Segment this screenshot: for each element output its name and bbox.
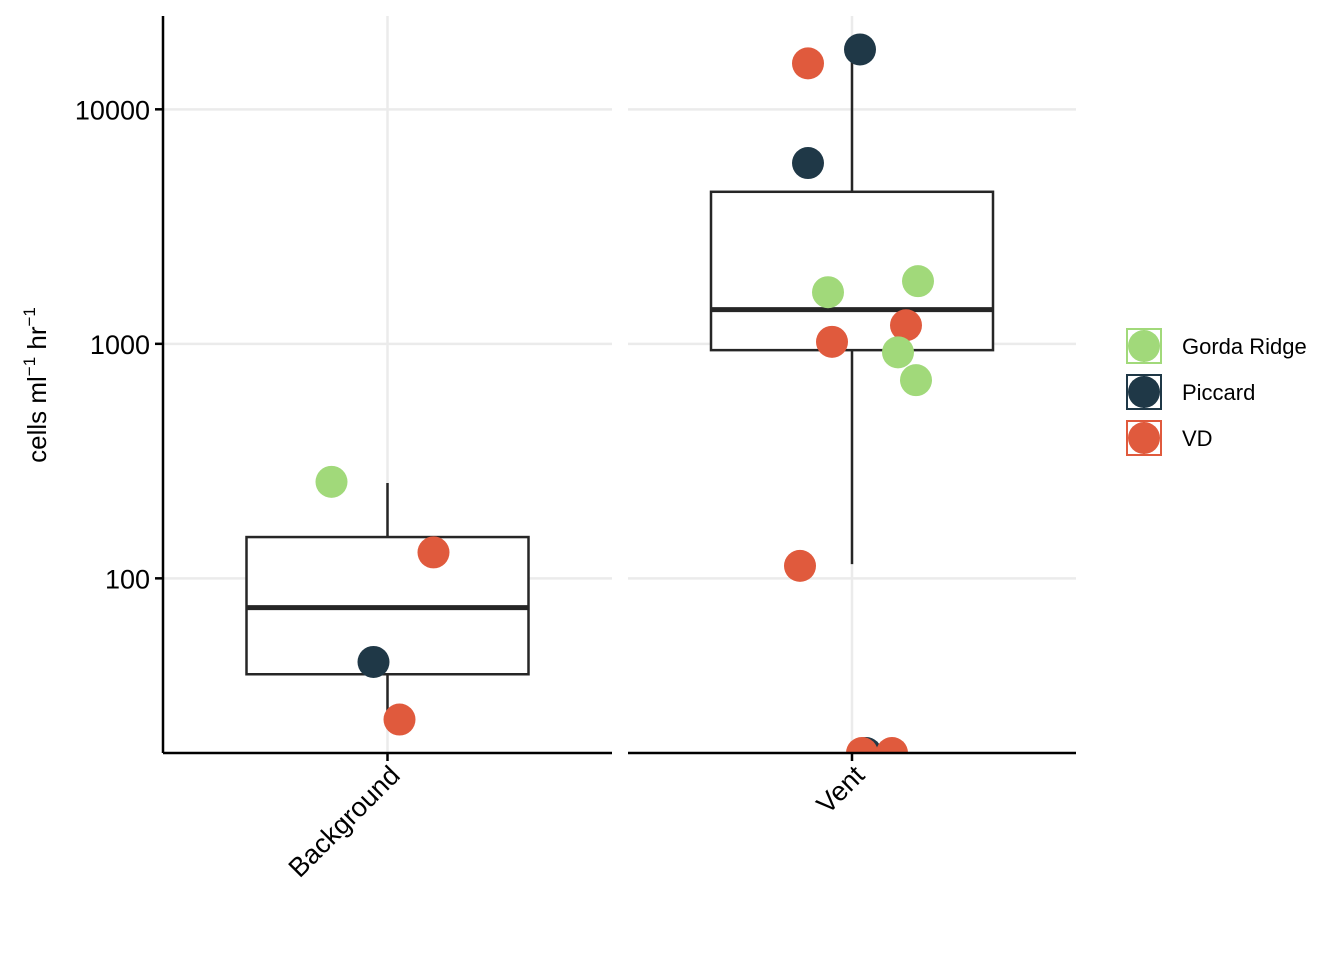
plot-panels: Background Vent [163,16,1076,883]
legend-key-dot [1128,422,1160,454]
legend-item-vd: VD [1126,420,1213,456]
data-point-vd [846,737,878,753]
y-tick-label: 100 [105,564,150,594]
data-point-vd [876,737,908,753]
data-points [315,465,450,736]
data-points [784,33,934,753]
data-point-piccard [792,147,824,180]
data-point-vd [383,703,416,736]
legend-label: Piccard [1182,380,1255,405]
data-point-gorda-ridge [315,465,348,498]
x-tick-label-vent: Vent [811,760,871,820]
data-point-gorda-ridge [882,336,914,369]
data-point-vd [816,325,848,358]
box-iqr [709,190,995,352]
data-point-gorda-ridge [812,276,844,309]
y-tick-label: 1000 [90,330,150,360]
legend-key-dot [1128,376,1160,408]
data-point-vd [792,47,824,80]
data-point-piccard [357,645,390,678]
data-point-piccard [844,33,876,66]
y-axis: 100 1000 10000 [75,16,165,753]
data-point-vd [417,536,450,569]
data-point-gorda-ridge [902,265,934,298]
data-point-vd [890,309,922,342]
legend-item-piccard: Piccard [1126,374,1255,410]
legend-key-dot [1128,330,1160,362]
data-point-gorda-ridge [900,364,932,397]
legend-label: VD [1182,426,1213,451]
legend: Gorda Ridge Piccard VD [1126,328,1307,456]
panel-background: Background [163,16,612,883]
y-tick-label: 10000 [75,95,150,125]
legend-label: Gorda Ridge [1182,334,1307,359]
legend-item-gorda-ridge: Gorda Ridge [1126,328,1307,364]
x-tick-label-background: Background [283,760,406,883]
y-axis-title: cells ml−1 hr−1 [20,307,52,463]
data-point-vd [784,549,816,582]
panel-vent: Vent [628,16,1076,819]
